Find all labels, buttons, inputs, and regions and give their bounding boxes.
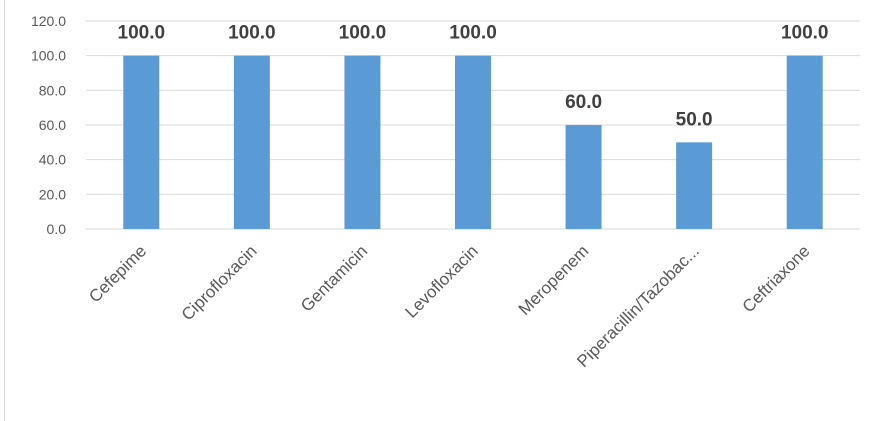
y-tick-label: 40.0 <box>39 152 66 168</box>
y-tick-label: 20.0 <box>39 186 66 202</box>
data-labels: 100.0 100.0 100.0 100.0 60.0 50.0 100.0 <box>118 23 829 131</box>
bar <box>123 55 160 229</box>
y-tick-label: 0.0 <box>47 221 67 237</box>
data-label: 100.0 <box>339 23 387 44</box>
category-label: Ciprofloxacin <box>178 241 261 324</box>
bar <box>676 142 713 229</box>
y-axis-ticks: 0.0 20.0 40.0 60.0 80.0 100.0 120.0 <box>31 13 66 237</box>
data-label: 50.0 <box>676 109 713 130</box>
bars <box>123 55 823 229</box>
bar <box>233 55 270 229</box>
chart-frame <box>4 0 5 421</box>
bar <box>344 55 381 229</box>
bar <box>786 55 823 229</box>
data-label: 100.0 <box>228 23 276 44</box>
y-tick-label: 120.0 <box>31 13 66 29</box>
data-label: 100.0 <box>118 23 166 44</box>
category-label: Meropenem <box>515 241 593 319</box>
y-tick-label: 80.0 <box>39 82 66 98</box>
y-tick-label: 60.0 <box>39 117 66 133</box>
category-labels: Cefepime Ciprofloxacin Gentamicin Levofloxa… <box>85 241 813 371</box>
bar <box>455 55 491 229</box>
data-label: 100.0 <box>449 23 497 44</box>
gridlines <box>86 20 860 230</box>
category-label: Piperacillin/Tazobac... <box>573 241 703 371</box>
y-tick-label: 100.0 <box>31 48 66 64</box>
category-label: Gentamicin <box>297 241 371 315</box>
category-label: Ceftriaxone <box>739 241 814 316</box>
data-label: 100.0 <box>781 23 829 44</box>
data-label: 60.0 <box>565 92 602 113</box>
category-label: Cefepime <box>85 241 150 306</box>
category-label: Levofloxacin <box>402 241 482 321</box>
bar <box>565 125 602 229</box>
